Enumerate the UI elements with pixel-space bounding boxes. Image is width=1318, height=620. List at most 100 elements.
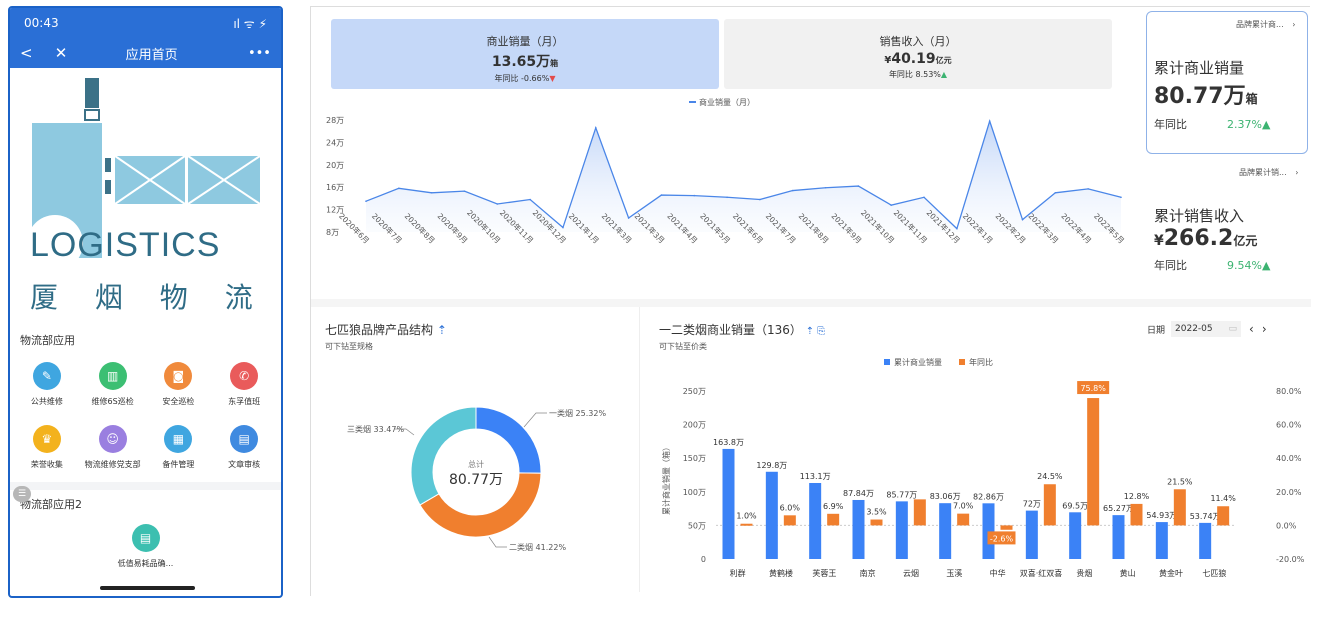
yoy-highlight-box xyxy=(1077,381,1110,395)
kpi-revenue-card[interactable]: 销售收入（月） ¥40.19亿元 年同比 8.53%▲ xyxy=(724,19,1112,89)
y-tick-label: 28万 xyxy=(326,116,344,125)
logistics-logo: LOGISTICS 厦 烟 物 流 xyxy=(10,68,281,326)
up-arrow-icon: ▲ xyxy=(1261,259,1271,272)
y-right-tick: 40.0% xyxy=(1276,454,1302,463)
brand-structure-donut-chart: 一类烟 25.32% 二类烟 41.22% 三类烟 33.47% 总计 80.77万 xyxy=(347,406,606,552)
x-category-label: 七匹狼 xyxy=(1202,568,1226,578)
date-picker[interactable]: 2022-05 ▭ xyxy=(1171,321,1242,337)
bar-yoy-label: 12.8% xyxy=(1124,492,1150,501)
app-safety[interactable]: ◙ 安全巡检 xyxy=(147,362,209,407)
logo-graphic xyxy=(27,78,261,271)
area-fill xyxy=(366,121,1121,232)
app-document[interactable]: ▤ 文章审核 xyxy=(213,425,275,470)
bar-sales-label: 72万 xyxy=(1023,500,1041,509)
bar-yoy-label: -2.6% xyxy=(990,534,1014,543)
bar-yoy-label: 1.0% xyxy=(736,512,757,521)
app-trophy[interactable]: ♛ 荣誉收集 xyxy=(16,425,78,470)
bar-sales-label: 85.77万 xyxy=(886,490,917,499)
app-label: 备件管理 xyxy=(162,460,195,469)
y-tick-label: 24万 xyxy=(326,138,344,147)
page-title: 应用首页 xyxy=(125,47,178,63)
x-category-label: 利群 xyxy=(730,568,746,578)
trophy-icon: ♛ xyxy=(32,425,61,453)
data-point xyxy=(988,120,991,122)
bar-sales-label: 54.93万 xyxy=(1146,511,1177,520)
brand-sales-link[interactable]: 品牌累计商... xyxy=(1236,20,1284,29)
bar-sales xyxy=(809,482,822,559)
data-point xyxy=(956,227,958,230)
status-icons: ıl ᯤ ⚡ xyxy=(233,16,267,31)
bar-yoy-label: 21.5% xyxy=(1167,477,1193,486)
legend-label: 累计商业销量 xyxy=(894,357,942,367)
app-wrench[interactable]: ✎ 公共维修 xyxy=(16,362,78,407)
pie-subtitle: 可下钻至规格 xyxy=(325,342,373,351)
app-grid[interactable]: ▥ 维修6S巡检 xyxy=(82,362,144,407)
x-category-label: 芙蓉王 xyxy=(812,568,836,578)
close-icon[interactable]: ✕ xyxy=(54,44,68,62)
bar-sales xyxy=(1025,510,1038,559)
app-phone[interactable]: ✆ 东孚值班 xyxy=(213,362,275,407)
donut-center-value: 80.77万 xyxy=(449,472,503,488)
bar-yoy-label: 6.9% xyxy=(823,502,844,511)
app-low-value-consumables[interactable]: ▤ 低值易耗品确... xyxy=(115,524,177,569)
up-arrow-icon: ▲ xyxy=(940,70,948,79)
parts-icon: ▦ xyxy=(164,425,193,453)
bar-sales-label: 129.8万 xyxy=(756,461,787,470)
kpi-sales-value: 13.65万 xyxy=(491,54,551,70)
y-right-tick: 80.0% xyxy=(1276,387,1302,396)
section-divider xyxy=(311,299,1311,307)
legend-swatch xyxy=(884,359,890,365)
next-arrow-icon[interactable]: › xyxy=(1261,322,1267,336)
x-category-label: 南京 xyxy=(860,568,876,578)
status-time: 00:43 xyxy=(24,16,59,30)
kpi-revenue-yoy: 8.53% xyxy=(915,70,941,79)
bar-sales-label: 69.5万 xyxy=(1062,501,1088,510)
dashboard: 商业销量（月） 13.65万箱 年同比 -0.66%▼ 销售收入（月） ¥40.… xyxy=(310,6,1311,596)
donut-slice xyxy=(410,406,477,506)
logo-chinese: 厦 烟 物 流 xyxy=(30,281,267,314)
brand-revenue-link[interactable]: 品牌累计销... xyxy=(1239,168,1287,177)
data-point xyxy=(923,196,925,199)
data-point xyxy=(627,217,630,219)
bar-yoy-label: 24.5% xyxy=(1037,472,1063,481)
logo-text: LOGISTICS xyxy=(30,226,221,264)
bar-sales-label: 65.27万 xyxy=(1103,504,1134,513)
x-category-label: 玉溪 xyxy=(946,568,962,578)
label-leader xyxy=(395,428,415,436)
pin-icon[interactable]: ⇡ ⎘ xyxy=(805,326,826,337)
prev-arrow-icon[interactable]: ‹ xyxy=(1249,322,1254,336)
floating-menu-button[interactable]: ☰ xyxy=(13,486,31,502)
app-label: 低值易耗品确... xyxy=(117,559,174,568)
bar-yoy xyxy=(1043,484,1056,526)
y-left-tick: 100万 xyxy=(683,488,706,497)
kpi-revenue-yoy-label: 年同比 xyxy=(888,70,913,79)
section-title-2: 物流部应用2 xyxy=(20,498,82,511)
bar-yoy xyxy=(1087,398,1100,526)
data-point xyxy=(1120,196,1122,199)
bar-sales xyxy=(1155,522,1168,559)
cum-sales-card[interactable] xyxy=(1146,11,1308,154)
app-parts[interactable]: ▦ 备件管理 xyxy=(147,425,209,470)
date-value: 2022-05 xyxy=(1175,324,1213,334)
more-icon[interactable]: ••• xyxy=(247,45,271,61)
data-point xyxy=(660,194,663,196)
kpi-revenue-unit: 亿元 xyxy=(935,56,952,65)
bar-subtitle: 可下钻至价类 xyxy=(659,342,707,351)
nav-bar: < ✕ 应用首页 ••• xyxy=(10,38,281,68)
up-arrow-icon: ▲ xyxy=(1261,118,1271,131)
back-icon[interactable]: < xyxy=(20,44,33,62)
y-tick-label: 8万 xyxy=(326,228,339,237)
kpi-sales-card[interactable]: 商业销量（月） 13.65万箱 年同比 -0.66%▼ xyxy=(331,19,719,89)
chevron-right-icon[interactable]: › xyxy=(1292,20,1296,29)
cum-sales-unit: 箱 xyxy=(1245,92,1258,106)
cum-revenue-unit: 亿元 xyxy=(1233,234,1258,248)
chevron-right-icon[interactable]: › xyxy=(1295,168,1299,177)
kpi-revenue-prefix: ¥ xyxy=(884,55,892,66)
app-team[interactable]: ☺ 物流维修党支部 xyxy=(82,425,144,470)
data-point xyxy=(1021,218,1024,221)
data-point xyxy=(529,198,531,201)
bar-yoy-label: 75.8% xyxy=(1080,384,1106,393)
kpi-sales-unit: 箱 xyxy=(550,59,559,68)
pin-icon[interactable]: ⇡ xyxy=(436,323,447,337)
slice-label: 二类烟 41.22% xyxy=(509,542,566,552)
